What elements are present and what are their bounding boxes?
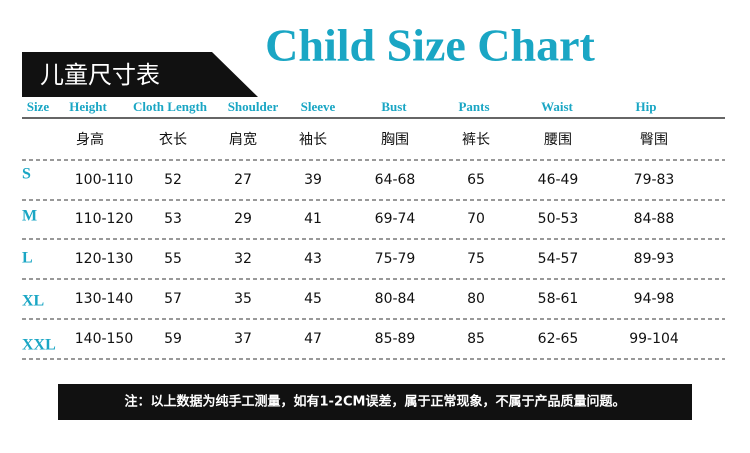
cell: 52 bbox=[164, 172, 182, 188]
chinese-header: 裤长 bbox=[462, 132, 490, 148]
note-bar bbox=[58, 384, 692, 420]
english-header: Height bbox=[69, 99, 107, 114]
cell: 35 bbox=[234, 291, 252, 307]
cell: 89-93 bbox=[634, 251, 675, 267]
cell: 55 bbox=[164, 251, 182, 267]
cell: 100-110 bbox=[75, 172, 134, 188]
cell: 65 bbox=[467, 172, 485, 188]
cell: 47 bbox=[304, 331, 322, 347]
cell: 80-84 bbox=[375, 291, 416, 307]
chinese-header: 袖长 bbox=[299, 132, 327, 148]
cell: 75 bbox=[467, 251, 485, 267]
cell: 27 bbox=[234, 172, 252, 188]
cell: 54-57 bbox=[538, 251, 579, 267]
size-label: M bbox=[22, 208, 37, 225]
english-header: Bust bbox=[381, 99, 407, 114]
cell: 45 bbox=[304, 291, 322, 307]
cell: 70 bbox=[467, 211, 485, 227]
chinese-header: 臀围 bbox=[640, 132, 668, 148]
english-header: Size bbox=[27, 99, 50, 114]
english-header: Waist bbox=[541, 99, 573, 114]
chart-title: Child Size Chart bbox=[265, 20, 595, 71]
cell: 43 bbox=[304, 251, 322, 267]
english-header: Hip bbox=[636, 99, 657, 114]
cell: 94-98 bbox=[634, 291, 675, 307]
size-label: XXL bbox=[22, 337, 56, 354]
cell: 75-79 bbox=[375, 251, 416, 267]
cell: 64-68 bbox=[375, 172, 416, 188]
cell: 37 bbox=[234, 331, 252, 347]
cell: 85 bbox=[467, 331, 485, 347]
size-label: XL bbox=[22, 293, 44, 310]
english-header: Pants bbox=[458, 99, 489, 114]
english-header: Sleeve bbox=[301, 99, 336, 114]
cell: 59 bbox=[164, 331, 182, 347]
chinese-header: 衣长 bbox=[159, 132, 187, 148]
title-tab bbox=[22, 52, 258, 97]
cell: 79-83 bbox=[634, 172, 675, 188]
note: 注：以上数据为纯手工测量，如有1-2CM误差，属于正常现象，不属于产品质量问题。 bbox=[125, 394, 626, 410]
cell: 46-49 bbox=[538, 172, 579, 188]
cell: 50-53 bbox=[538, 211, 579, 227]
cell: 41 bbox=[304, 211, 322, 227]
chinese-header: 胸围 bbox=[381, 132, 409, 148]
english-header: Shoulder bbox=[228, 99, 279, 114]
tab-label: 儿童尺寸表 bbox=[40, 61, 160, 89]
cell: 58-61 bbox=[538, 291, 579, 307]
cell: 29 bbox=[234, 211, 252, 227]
cell: 39 bbox=[304, 172, 322, 188]
cell: 85-89 bbox=[375, 331, 416, 347]
chinese-header: 腰围 bbox=[544, 132, 572, 148]
cell: 62-65 bbox=[538, 331, 579, 347]
size-label: S bbox=[22, 166, 31, 183]
cell: 69-74 bbox=[375, 211, 416, 227]
english-header: Cloth Length bbox=[133, 99, 208, 114]
size-label: L bbox=[22, 250, 33, 267]
cell: 57 bbox=[164, 291, 182, 307]
cell: 99-104 bbox=[629, 331, 679, 347]
cell: 80 bbox=[467, 291, 485, 307]
cell: 53 bbox=[164, 211, 182, 227]
cell: 110-120 bbox=[75, 211, 134, 227]
cell: 32 bbox=[234, 251, 252, 267]
cell: 130-140 bbox=[75, 291, 134, 307]
cell: 84-88 bbox=[634, 211, 675, 227]
chinese-header: 身高 bbox=[76, 131, 104, 148]
cell: 120-130 bbox=[75, 251, 134, 267]
chinese-header: 肩宽 bbox=[229, 131, 257, 148]
cell: 140-150 bbox=[75, 331, 134, 347]
